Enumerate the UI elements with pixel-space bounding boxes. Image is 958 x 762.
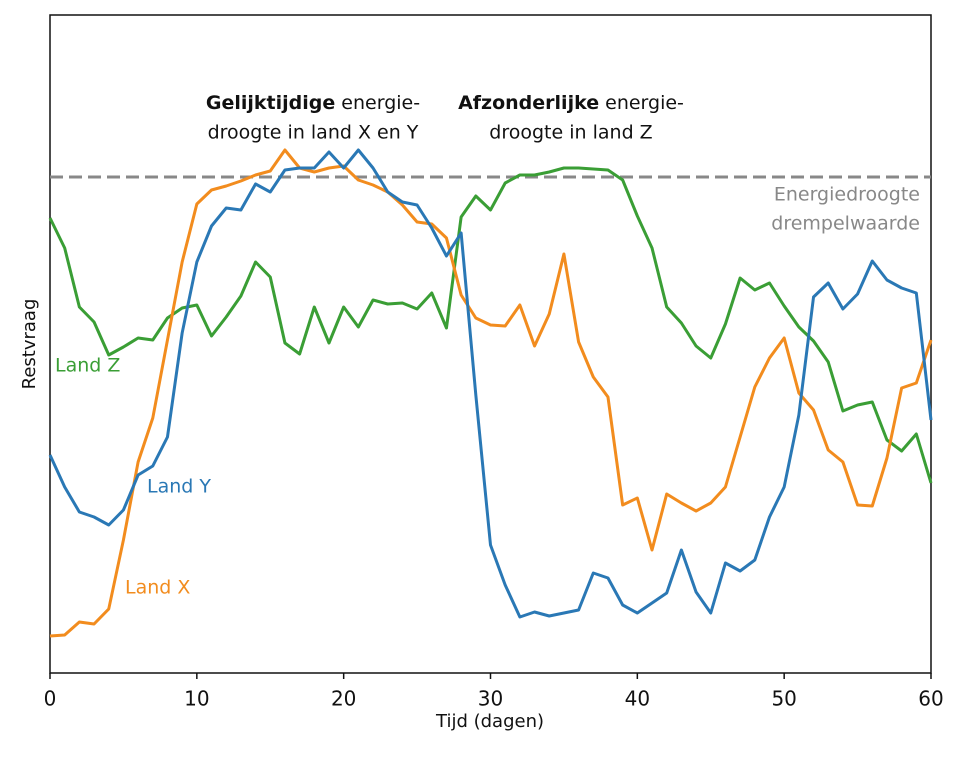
annotation-text: energie- <box>599 92 684 114</box>
annotation: Gelijktijdige energie- <box>206 92 420 114</box>
series-label: Land Y <box>147 476 211 498</box>
x-axis-label: Tijd (dagen) <box>435 711 544 732</box>
x-tick-label: 10 <box>184 687 209 711</box>
annotation-text: energie- <box>335 92 420 114</box>
x-tick-label: 50 <box>771 687 796 711</box>
y-axis-label: Restvraag <box>19 299 40 390</box>
series-label: Land X <box>125 577 190 599</box>
annotation-bold: Afzonderlijke <box>458 92 599 114</box>
series-label: Land Z <box>55 355 120 377</box>
x-tick-label: 60 <box>918 687 943 711</box>
x-tick-label: 30 <box>478 687 503 711</box>
threshold-label: Energiedroogte <box>774 184 920 206</box>
x-tick-label: 40 <box>625 687 650 711</box>
annotation: droogte in land X en Y <box>208 122 419 144</box>
annotation-bold: Gelijktijdige <box>206 92 335 114</box>
annotation: Afzonderlijke energie- <box>458 92 684 114</box>
series-line <box>48 148 933 619</box>
x-tick-label: 20 <box>331 687 356 711</box>
threshold-label: drempelwaarde <box>771 213 920 235</box>
annotation: droogte in land Z <box>489 122 652 144</box>
axes-frame <box>49 14 932 674</box>
series-line <box>48 166 933 484</box>
series-line <box>49 148 933 638</box>
x-tick-label: 0 <box>44 687 57 711</box>
